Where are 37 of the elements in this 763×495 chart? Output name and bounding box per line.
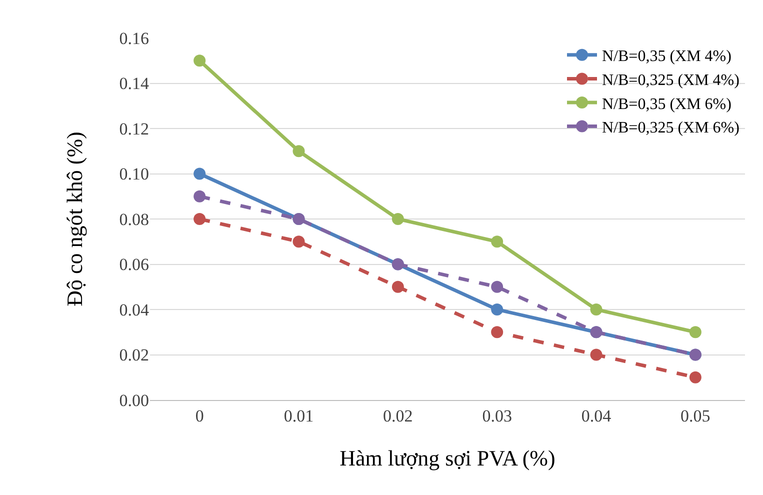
y-tick-label: 0.02 bbox=[119, 346, 149, 365]
x-tick-label: 0.03 bbox=[482, 406, 512, 426]
y-tick-label: 0.00 bbox=[119, 390, 149, 410]
point bbox=[491, 280, 504, 293]
legend-label: N/B=0,325 (XM 6%) bbox=[602, 120, 740, 137]
y-tick-label: 0.16 bbox=[119, 28, 149, 48]
point bbox=[292, 236, 305, 248]
point bbox=[491, 236, 504, 248]
legend-label: N/B=0,35 (XM 6%) bbox=[602, 96, 732, 113]
x-tick-label: 0.01 bbox=[284, 406, 314, 426]
legend-label: N/B=0,35 (XM 4%) bbox=[602, 48, 732, 66]
x-tick-label: 0.02 bbox=[383, 406, 413, 426]
legend-label: N/B=0,325 (XM 4%) bbox=[602, 72, 740, 89]
y-tick-label: 0.08 bbox=[119, 210, 149, 229]
y-tick-label: 0.14 bbox=[119, 74, 150, 94]
x-tick-label: 0.04 bbox=[581, 406, 612, 426]
y-axis-title: Độ co ngót khô (%) bbox=[62, 132, 88, 306]
point bbox=[194, 168, 206, 180]
y-tick-label: 0.04 bbox=[119, 300, 150, 320]
point bbox=[292, 145, 305, 158]
y-tick-label: 0.12 bbox=[119, 119, 149, 138]
point bbox=[689, 326, 702, 338]
x-tick-label: 0 bbox=[195, 406, 204, 426]
point bbox=[194, 213, 206, 225]
x-tick-label: 0.05 bbox=[680, 406, 710, 426]
y-tick-label: 0.06 bbox=[119, 255, 149, 274]
point bbox=[194, 190, 206, 202]
x-axis-title: Hàm lượng sợi PVA (%) bbox=[340, 445, 556, 470]
point bbox=[392, 213, 404, 225]
point bbox=[590, 304, 602, 316]
point bbox=[590, 348, 602, 361]
point bbox=[194, 54, 206, 67]
point bbox=[491, 304, 504, 316]
point bbox=[392, 280, 404, 293]
point bbox=[491, 326, 504, 338]
y-tick-label: 0.10 bbox=[119, 164, 149, 184]
point bbox=[689, 371, 702, 384]
